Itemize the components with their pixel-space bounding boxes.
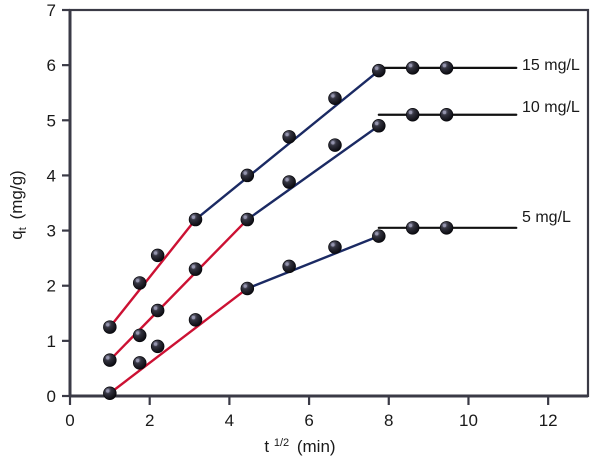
x-tick-label: 2 [145, 411, 154, 430]
data-point-marker [103, 386, 117, 400]
data-point-marker [439, 61, 454, 75]
series-labels-group: 15 mg/L 10 mg/L 5 mg/L [522, 57, 580, 226]
data-point-marker [132, 356, 147, 370]
y-tick-label: 0 [47, 387, 56, 406]
data-point-marker [282, 175, 296, 189]
data-point-marker [188, 212, 203, 227]
data-point-marker [188, 262, 203, 276]
x-tick-label: 10 [459, 411, 478, 430]
data-point-marker [405, 108, 420, 122]
data-point-marker [439, 221, 454, 235]
x-axis-title: t 1/2 (min) [264, 437, 335, 456]
x-tick-label: 0 [65, 411, 74, 430]
data-point-marker [405, 61, 420, 75]
data-point-marker [132, 276, 147, 290]
stage2-line-15 [194, 69, 381, 221]
stage1-line-15 [108, 218, 197, 329]
y-tick-label: 6 [47, 56, 56, 75]
series-markers-group [103, 61, 454, 400]
data-point-marker [103, 320, 117, 334]
x-tick-label: 8 [384, 411, 393, 430]
series-label-15mgl: 15 mg/L [522, 57, 580, 74]
x-tick-label: 6 [304, 411, 313, 430]
y-tick-label: 1 [47, 332, 56, 351]
y-tick-label: 5 [47, 111, 56, 130]
data-point-marker [372, 119, 386, 133]
series-lines-group [108, 66, 518, 395]
y-axis-ticks: 0 1 2 3 4 5 6 7 [47, 1, 70, 406]
y-tick-label: 4 [47, 166, 56, 185]
data-point-marker [439, 108, 454, 122]
data-point-marker [372, 63, 386, 78]
x-tick-label: 4 [225, 411, 234, 430]
data-point-marker [188, 313, 203, 327]
plot-frame [68, 8, 590, 398]
y-tick-label: 7 [47, 1, 56, 20]
data-point-marker [103, 353, 117, 367]
data-point-marker [150, 339, 165, 354]
stage2-line-10 [246, 124, 381, 221]
data-point-marker [328, 138, 342, 152]
stage1-line-10 [108, 218, 249, 362]
data-point-marker [240, 212, 255, 227]
data-point-marker [282, 130, 296, 144]
data-point-marker [372, 229, 386, 243]
data-point-marker [150, 303, 165, 318]
data-point-marker [240, 168, 255, 183]
stage1-line-5 [108, 287, 249, 395]
series-label-5mgl: 5 mg/L [522, 209, 571, 226]
data-point-marker [328, 91, 342, 105]
data-point-marker [328, 240, 342, 254]
series-label-10mgl: 10 mg/L [522, 99, 580, 116]
y-tick-label: 2 [47, 277, 56, 296]
y-tick-label: 3 [47, 222, 56, 241]
x-axis-ticks: 0 2 4 6 8 10 12 [65, 396, 558, 430]
data-point-marker [132, 328, 147, 343]
y-axis-title: qt (mg/g) [7, 170, 29, 239]
data-point-marker [405, 221, 420, 235]
stage2-line-5 [246, 234, 381, 290]
x-tick-label: 12 [539, 411, 558, 430]
data-point-marker [240, 281, 255, 296]
data-point-marker [282, 259, 296, 274]
data-point-marker [150, 248, 165, 263]
